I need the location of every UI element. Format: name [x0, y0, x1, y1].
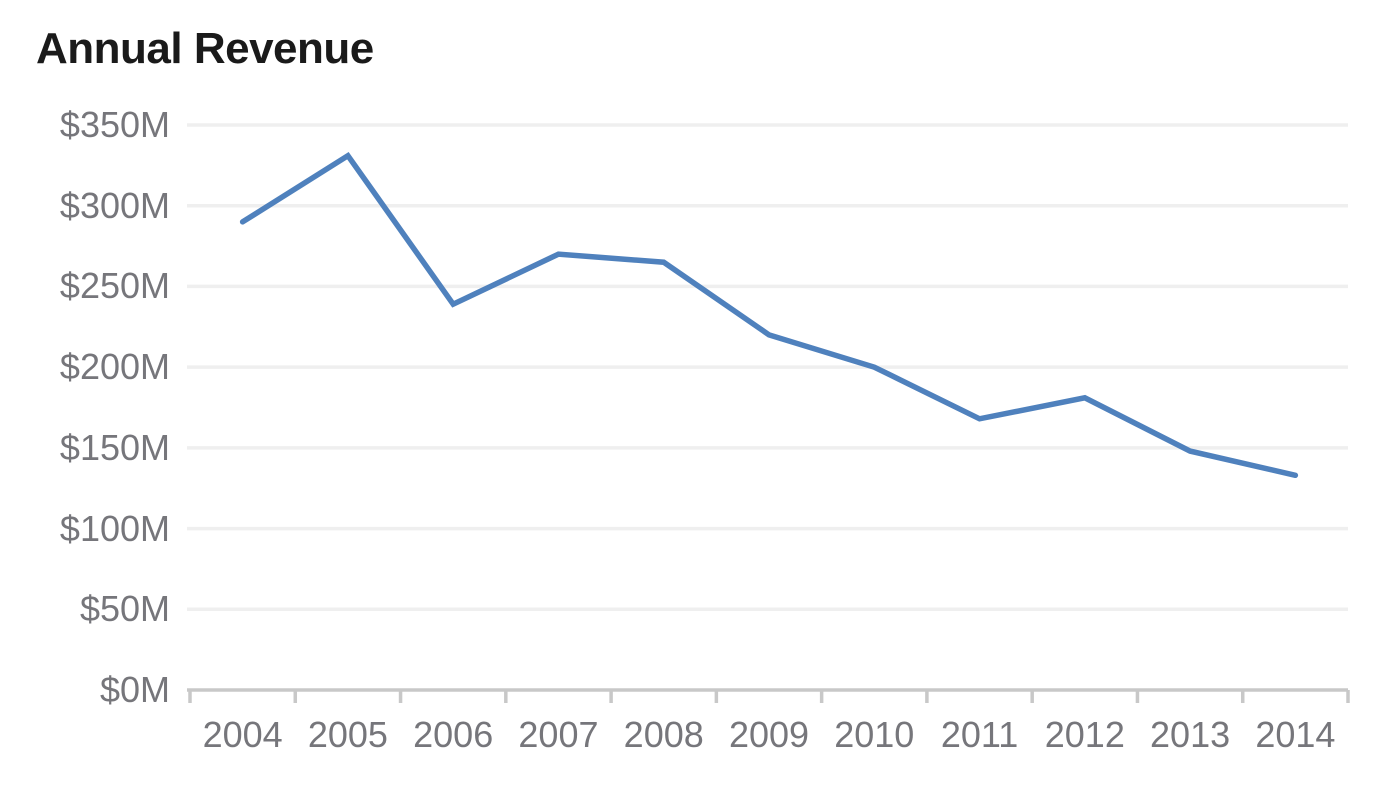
- y-tick-label: $0M: [99, 669, 170, 710]
- x-tick-label: 2007: [518, 714, 599, 755]
- revenue-series-line: [239, 151, 1299, 479]
- y-tick-label: $200M: [59, 346, 170, 388]
- y-tick-label: $350M: [59, 104, 170, 145]
- x-tick-label: 2006: [413, 714, 494, 755]
- x-tick-label: 2011: [940, 714, 1019, 755]
- x-tick-label: 2004: [202, 714, 283, 755]
- x-tick-label: 2009: [728, 714, 810, 755]
- chart-title: Annual Revenue: [36, 24, 374, 73]
- y-tick-label: $50M: [79, 588, 170, 630]
- x-tick-label: 2014: [1255, 714, 1336, 755]
- y-tick-label: $100M: [59, 507, 170, 549]
- x-tick-label: 2008: [623, 714, 704, 755]
- y-tick-label: $250M: [59, 265, 170, 307]
- y-tick-label: $150M: [59, 426, 170, 468]
- x-tick-label: 2010: [834, 714, 915, 755]
- x-tick-label: 2013: [1150, 714, 1231, 755]
- x-tick-label: 2012: [1044, 714, 1125, 755]
- x-tick-label: 2005: [307, 714, 388, 755]
- y-tick-label: $300M: [59, 184, 170, 226]
